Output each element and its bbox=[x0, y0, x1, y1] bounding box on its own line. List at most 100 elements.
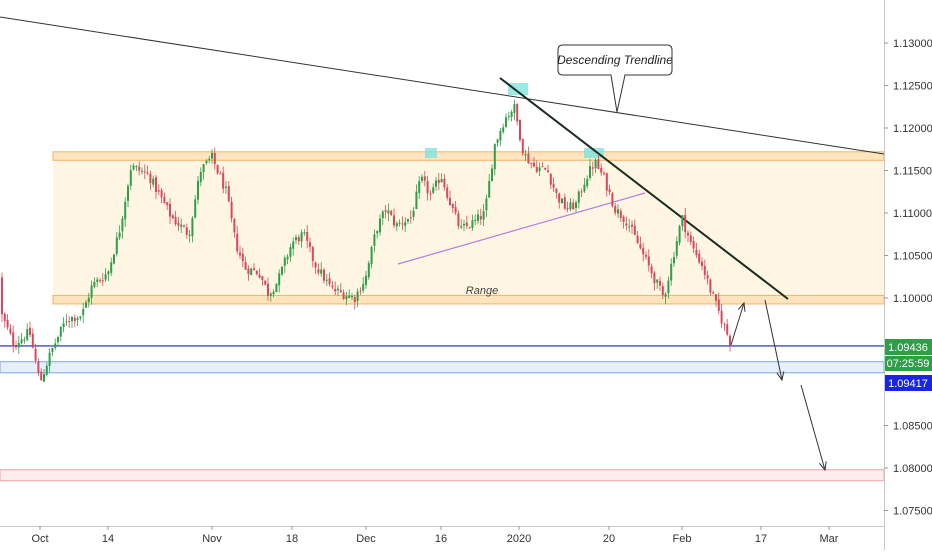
candle-body bbox=[586, 178, 589, 187]
candle-body bbox=[723, 323, 726, 325]
candle-body bbox=[54, 343, 57, 348]
candle bbox=[667, 276, 670, 299]
candle-body bbox=[169, 203, 171, 217]
candle-body bbox=[443, 178, 446, 188]
candle bbox=[505, 113, 507, 129]
candle-body bbox=[647, 256, 650, 266]
candle bbox=[712, 290, 715, 294]
candle bbox=[415, 184, 418, 210]
candle bbox=[54, 338, 57, 351]
candle-body bbox=[673, 257, 675, 264]
candle-body bbox=[715, 294, 717, 301]
candle-body bbox=[65, 321, 68, 323]
candle bbox=[418, 176, 421, 199]
candle bbox=[225, 181, 227, 195]
candle bbox=[300, 229, 303, 248]
candle-body bbox=[59, 326, 62, 337]
candle-body bbox=[650, 266, 653, 274]
candle-body bbox=[132, 165, 135, 170]
candle-body bbox=[729, 335, 731, 346]
candle bbox=[437, 172, 440, 191]
candle bbox=[6, 314, 9, 330]
candle bbox=[510, 109, 513, 122]
candle bbox=[101, 272, 104, 286]
candle-body bbox=[477, 214, 479, 221]
candle-body bbox=[26, 329, 29, 340]
candle-body bbox=[653, 272, 656, 284]
candle-body bbox=[510, 111, 513, 117]
candle bbox=[362, 276, 365, 293]
candle bbox=[614, 203, 617, 216]
candle-body bbox=[521, 138, 524, 154]
candle bbox=[289, 243, 292, 262]
candle bbox=[328, 272, 331, 287]
candle-body bbox=[538, 167, 541, 172]
candle bbox=[723, 322, 726, 332]
candle-body bbox=[709, 279, 712, 293]
candle bbox=[183, 224, 185, 228]
candle bbox=[15, 340, 17, 350]
candle bbox=[314, 261, 317, 274]
candle-body bbox=[255, 270, 258, 275]
candle-body bbox=[339, 290, 342, 293]
range-top-band bbox=[52, 151, 885, 161]
candle-body bbox=[412, 210, 415, 217]
candle bbox=[180, 218, 183, 234]
candle bbox=[720, 303, 723, 328]
candle bbox=[482, 204, 485, 227]
candle-body bbox=[3, 313, 6, 321]
candle-body bbox=[381, 211, 384, 219]
candle bbox=[261, 275, 264, 286]
candle bbox=[194, 195, 197, 219]
candle bbox=[429, 190, 432, 201]
candle-body bbox=[334, 288, 337, 292]
candle bbox=[552, 177, 555, 192]
candle-body bbox=[611, 193, 614, 207]
candle bbox=[499, 127, 502, 147]
candle bbox=[43, 369, 45, 382]
candle bbox=[479, 208, 482, 225]
candle bbox=[157, 184, 160, 196]
candle-body bbox=[43, 374, 45, 382]
candle-body bbox=[684, 214, 687, 232]
candle bbox=[152, 175, 155, 188]
candle-body bbox=[155, 177, 157, 192]
candle bbox=[359, 287, 362, 295]
x-tick-label: Nov bbox=[202, 533, 222, 545]
candle bbox=[390, 209, 393, 217]
candle-body bbox=[580, 191, 583, 193]
lines-layer bbox=[0, 16, 885, 472]
candle-body bbox=[471, 220, 474, 229]
candle-body bbox=[681, 215, 684, 227]
candle-body bbox=[197, 180, 199, 200]
candle bbox=[432, 183, 435, 195]
candle bbox=[572, 198, 575, 210]
candle-body bbox=[541, 166, 544, 168]
candle-body bbox=[87, 297, 90, 303]
candle bbox=[292, 237, 295, 256]
candle bbox=[591, 161, 594, 176]
candle bbox=[191, 216, 194, 243]
candle bbox=[370, 245, 373, 269]
candle-body bbox=[323, 269, 325, 281]
candle bbox=[381, 209, 384, 225]
candle-body bbox=[211, 152, 213, 159]
candle bbox=[477, 209, 479, 225]
candle-body bbox=[628, 226, 631, 228]
candle-body bbox=[468, 227, 471, 229]
candle bbox=[519, 119, 521, 143]
current-price-tag bbox=[885, 339, 932, 355]
candle-body bbox=[96, 279, 99, 282]
candle bbox=[703, 259, 706, 280]
candle bbox=[79, 316, 82, 321]
candle bbox=[247, 265, 250, 281]
candle-body bbox=[670, 263, 673, 281]
candle-body bbox=[219, 173, 222, 175]
candle bbox=[471, 214, 474, 231]
candle-body bbox=[393, 215, 395, 226]
candle-body bbox=[474, 219, 477, 221]
candle bbox=[31, 328, 34, 349]
candle-body bbox=[524, 154, 527, 156]
candle bbox=[323, 268, 325, 284]
candle-body bbox=[365, 275, 367, 286]
